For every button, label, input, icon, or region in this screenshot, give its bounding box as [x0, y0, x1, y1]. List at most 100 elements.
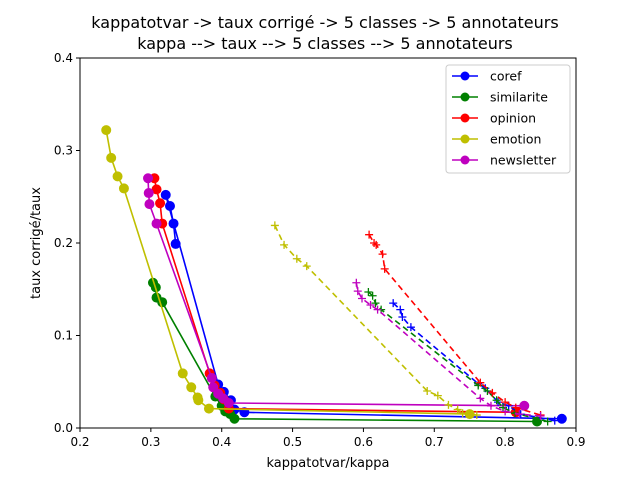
data-point-emotion-3: [118, 183, 129, 194]
data-point-dashed-9-4: [373, 305, 382, 314]
x-tick-label: 0.9: [566, 435, 585, 449]
chart-subtitle: kappa --> taux --> 5 classes --> 5 annot…: [137, 34, 513, 53]
data-point-emotion-4: [177, 368, 188, 379]
x-tick-label: 0.3: [141, 435, 160, 449]
legend-item-emotion: emotion: [452, 132, 541, 147]
data-point-newsletter-1: [143, 188, 154, 199]
data-point-dashed-9-0: [352, 278, 361, 287]
data-point-dashed-8-4: [423, 387, 432, 395]
legend-item-coref: coref: [452, 69, 522, 84]
y-tick-label: 0.2: [54, 236, 73, 250]
data-point-dashed-8-6: [444, 400, 453, 409]
data-point-newsletter-8: [223, 398, 234, 409]
x-tick-label: 0.8: [496, 435, 515, 449]
data-point-dashed-7-2: [372, 240, 381, 249]
legend-label-opinion: opinion: [490, 111, 536, 126]
data-point-coref-9: [556, 413, 567, 424]
legend-item-similarite: similarite: [452, 90, 548, 105]
data-point-dashed-5-1: [396, 305, 405, 314]
data-point-coref-1: [168, 218, 179, 229]
legend-marker-similarite: [460, 92, 470, 102]
legend-label-newsletter: newsletter: [490, 153, 557, 168]
data-point-dashed-9-3: [366, 300, 375, 309]
data-point-newsletter-2: [144, 199, 155, 210]
legend-marker-emotion: [460, 134, 470, 144]
data-point-similarite-9: [532, 416, 543, 427]
legend-label-similarite: similarite: [490, 90, 548, 105]
plot-area: 0.2 0.3 0.4 0.5 0.6 0.7 0.8 0.9 0.0 0.1 0.2 0.3 0.4 c…: [54, 51, 586, 449]
data-point-dashed-6-1: [368, 291, 377, 300]
data-point-dashed-8-7: [453, 405, 462, 414]
legend-box: [445, 64, 571, 174]
y-tick-label: 0.0: [54, 421, 73, 435]
series-line-emotion: [105, 130, 470, 415]
legend-marker-opinion: [460, 113, 470, 123]
data-point-dashed-7-5: [476, 378, 485, 387]
data-point-dashed-5-3: [406, 323, 415, 332]
y-tick-label: 0.3: [54, 144, 73, 158]
data-point-opinion-2: [155, 198, 166, 209]
data-point-emotion-2: [112, 171, 123, 182]
data-point-dashed-8-9: [472, 411, 481, 420]
data-point-dashed-9-9: [536, 411, 545, 420]
data-point-newsletter-3: [151, 218, 162, 229]
data-point-dashed-8-1: [280, 240, 289, 249]
y-tick-label: 0.4: [54, 51, 73, 65]
data-point-emotion-8: [203, 403, 214, 414]
data-point-dashed-7-8: [511, 403, 520, 412]
data-point-dashed-8-8: [458, 409, 467, 418]
y-axis-label: taux corrigé/taux: [29, 187, 44, 299]
series-line-dashed-9: [355, 282, 541, 417]
data-point-coref-3: [160, 189, 171, 200]
legend-marker-coref: [460, 71, 470, 81]
data-point-dashed-5-0: [389, 299, 398, 308]
x-tick-label: 0.5: [283, 435, 302, 449]
data-point-dashed-6-6: [492, 396, 501, 405]
data-point-newsletter-4: [206, 373, 217, 384]
legend-marker-newsletter: [460, 155, 470, 165]
data-point-newsletter-0: [143, 173, 154, 184]
data-point-emotion-5: [186, 382, 197, 393]
data-point-dashed-5-2: [398, 313, 407, 321]
data-point-emotion-1: [106, 152, 117, 163]
x-tick-label: 0.7: [425, 435, 444, 449]
data-point-dashed-9-2: [358, 294, 367, 303]
data-point-dashed-7-3: [378, 250, 387, 259]
x-tick-label: 0.6: [354, 435, 373, 449]
x-tick-label: 0.2: [70, 435, 89, 449]
chart-title: kappatotvar -> taux corrigé -> 5 classes…: [91, 13, 558, 32]
data-point-dashed-8-2: [292, 254, 301, 263]
data-point-dashed-7-7: [501, 398, 510, 407]
data-point-dashed-7-0: [365, 230, 374, 239]
data-point-dashed-8-5: [433, 391, 442, 400]
legend-item-newsletter: newsletter: [452, 153, 557, 168]
data-point-dashed-8-3: [302, 262, 311, 271]
y-tick-label: 0.1: [54, 329, 73, 343]
legend-item-opinion: opinion: [452, 111, 536, 126]
legend-label-emotion: emotion: [490, 132, 541, 147]
series-line-dashed-8: [274, 225, 477, 416]
data-point-newsletter-9: [519, 400, 530, 411]
data-point-dashed-6-9: [543, 417, 552, 426]
data-point-dashed-9-1: [353, 287, 362, 296]
data-point-dashed-8-0: [270, 221, 279, 230]
data-point-emotion-0: [101, 125, 112, 136]
data-point-coref-2: [164, 201, 175, 211]
data-point-dashed-9-8: [515, 410, 524, 419]
data-point-dashed-6-2: [371, 299, 380, 308]
data-point-dashed-7-4: [380, 264, 389, 273]
x-tick-label: 0.4: [212, 435, 231, 449]
data-point-dashed-9-6: [486, 401, 495, 410]
data-point-emotion-7: [193, 395, 204, 406]
data-point-dashed-7-6: [488, 388, 497, 397]
data-point-dashed-9-7: [501, 407, 510, 416]
series-line-dashed-7: [368, 234, 541, 416]
data-point-newsletter-5: [208, 382, 219, 393]
data-point-dashed-5-9: [550, 416, 559, 425]
data-point-dashed-6-0: [364, 288, 373, 297]
data-point-similarite-8: [229, 413, 240, 424]
legend-label-coref: coref: [490, 69, 522, 84]
data-point-dashed-9-5: [476, 394, 485, 403]
